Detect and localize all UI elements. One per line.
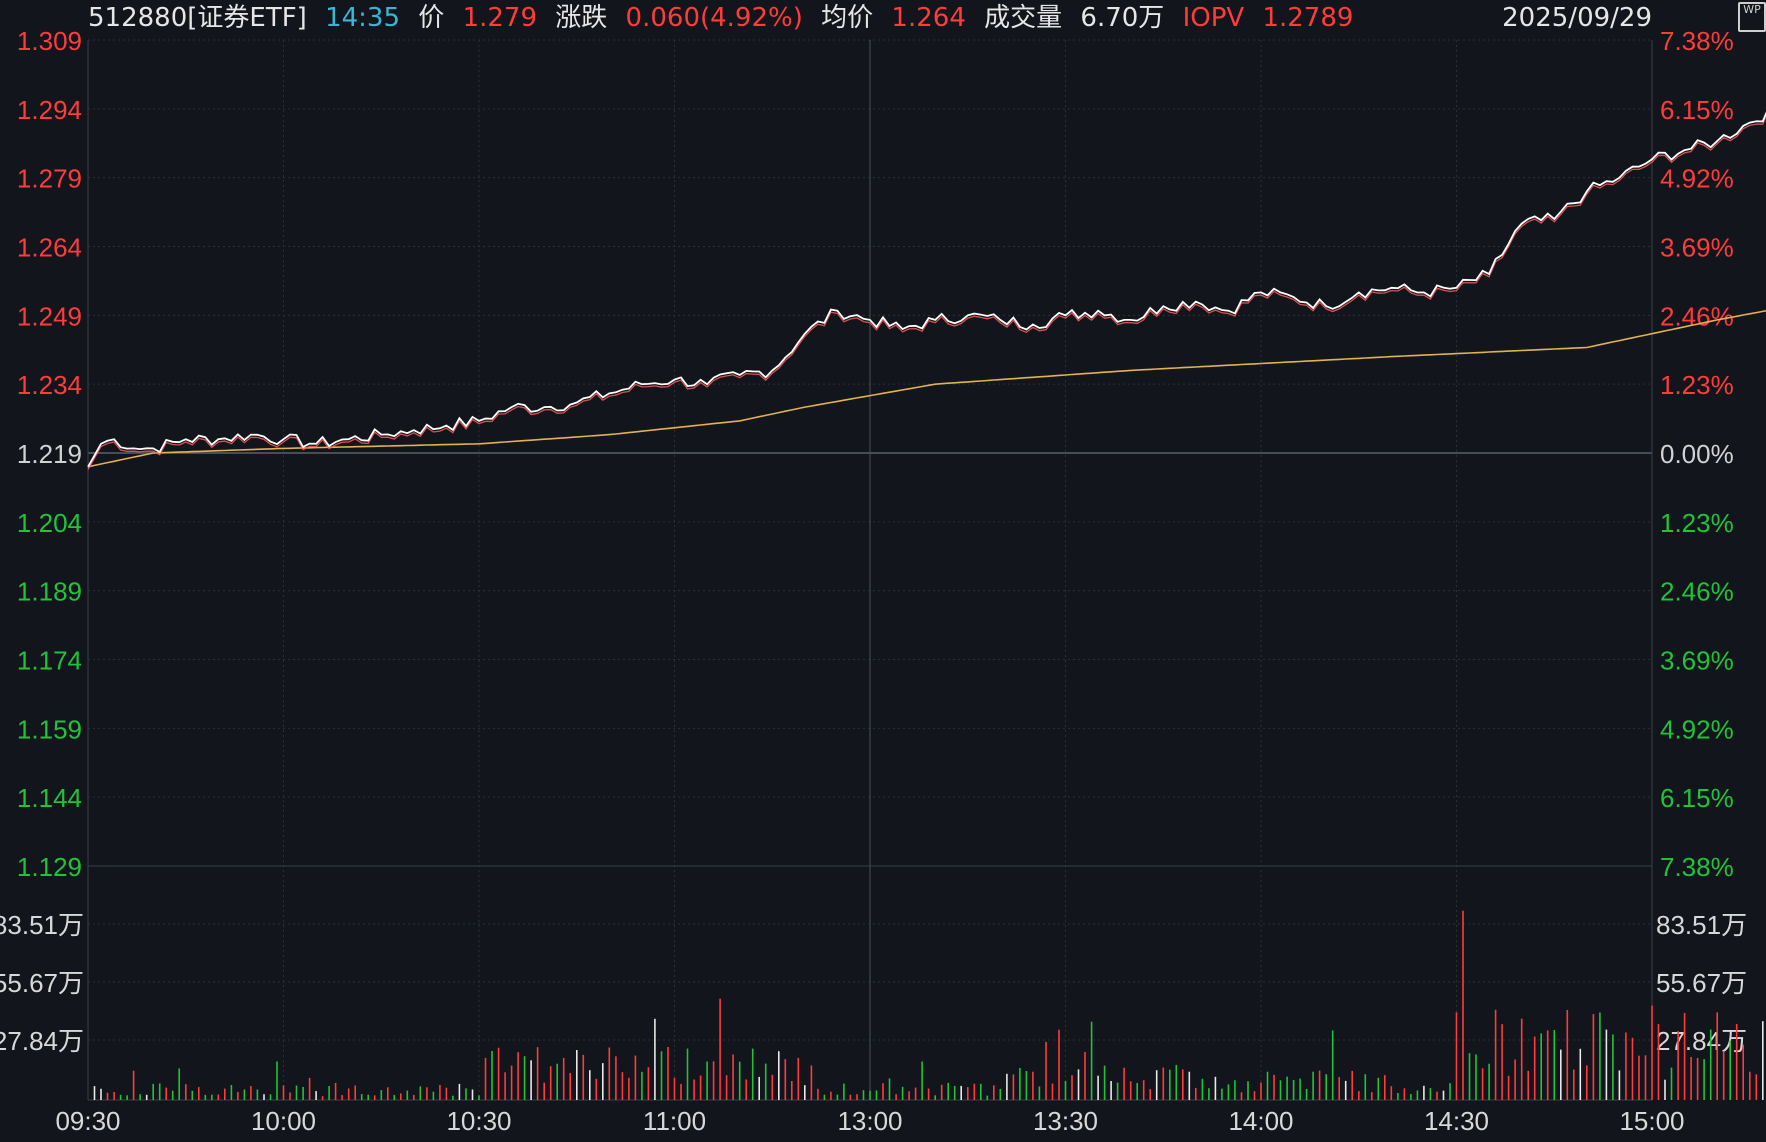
- pct-tick-label: 7.38%: [1660, 852, 1734, 882]
- quote-header: 512880[证券ETF] 14:35 价 1.279 涨跌 0.060(4.9…: [88, 0, 1363, 36]
- time-tick-label: 13:00: [837, 1106, 902, 1136]
- pct-tick-label: 4.92%: [1660, 714, 1734, 744]
- grid-lines: [87, 39, 1653, 1101]
- pct-tick-label: 4.92%: [1660, 164, 1734, 194]
- time-tick-label: 14:30: [1424, 1106, 1489, 1136]
- price-tick-label: 1.144: [17, 783, 82, 813]
- pct-tick-label: 3.69%: [1660, 233, 1734, 263]
- time-tick-label: 13:30: [1033, 1106, 1098, 1136]
- price-value: 1.279: [462, 3, 537, 33]
- volume-tick-label: 55.67万: [1656, 968, 1747, 998]
- pct-tick-label: 3.69%: [1660, 646, 1734, 676]
- iopv-line: [87, 114, 1766, 470]
- price-tick-label: 1.189: [17, 577, 82, 607]
- pct-tick-label: 2.46%: [1660, 301, 1734, 331]
- price-tick-label: 1.294: [17, 95, 82, 125]
- pct-tick-label: 6.15%: [1660, 783, 1734, 813]
- price-tick-label: 1.204: [17, 508, 82, 538]
- price-tick-label: 1.249: [17, 301, 82, 331]
- iopv-caption: IOPV: [1182, 3, 1245, 33]
- pct-tick-label: 0.00%: [1660, 439, 1734, 469]
- volume-tick-label: 83.51万: [1656, 910, 1747, 940]
- volume-value: 6.70万: [1080, 3, 1165, 33]
- time-tick-label: 14:00: [1228, 1106, 1293, 1136]
- iopv-value: 1.2789: [1262, 3, 1354, 33]
- time-label: 14:35: [325, 3, 401, 33]
- price-tick-label: 1.279: [17, 164, 82, 194]
- price-tick-label: 1.174: [17, 646, 82, 676]
- pct-tick-label: 1.23%: [1660, 370, 1734, 400]
- time-tick-label: 10:30: [446, 1106, 511, 1136]
- volume-tick-label: 55.67万: [0, 968, 84, 998]
- price-tick-label: 1.159: [17, 714, 82, 744]
- pct-tick-label: 6.15%: [1660, 95, 1734, 125]
- time-tick-label: 10:00: [251, 1106, 316, 1136]
- price-tick-label: 1.219: [17, 439, 82, 469]
- price-caption: 价: [418, 3, 445, 33]
- price-tick-label: 1.234: [17, 370, 82, 400]
- volume-bars: [93, 910, 1764, 1100]
- pct-tick-label: 7.38%: [1660, 26, 1734, 56]
- date-label: 2025/09/29: [1502, 3, 1652, 33]
- time-tick-label: 09:30: [55, 1106, 120, 1136]
- price-line: [87, 111, 1766, 468]
- price-tick-label: 1.129: [17, 852, 82, 882]
- wp-icon[interactable]: WP: [1738, 2, 1766, 32]
- symbol-label[interactable]: 512880[证券ETF]: [88, 3, 307, 33]
- volume-tick-label: 27.84万: [0, 1026, 84, 1056]
- pct-tick-label: 1.23%: [1660, 508, 1734, 538]
- avg-value: 1.264: [891, 3, 966, 33]
- volume-tick-label: 83.51万: [0, 910, 84, 940]
- change-value: 0.060(4.92%): [625, 3, 803, 33]
- time-tick-label: 15:00: [1619, 1106, 1684, 1136]
- price-tick-label: 1.309: [17, 26, 82, 56]
- avg-caption: 均价: [821, 3, 874, 33]
- change-caption: 涨跌: [555, 3, 608, 33]
- price-tick-label: 1.264: [17, 233, 82, 263]
- volume-caption: 成交量: [984, 3, 1063, 33]
- time-tick-label: 11:00: [643, 1106, 706, 1136]
- pct-tick-label: 2.46%: [1660, 577, 1734, 607]
- volume-tick-label: 27.84万: [1656, 1026, 1747, 1056]
- avg-price-line: [87, 309, 1766, 468]
